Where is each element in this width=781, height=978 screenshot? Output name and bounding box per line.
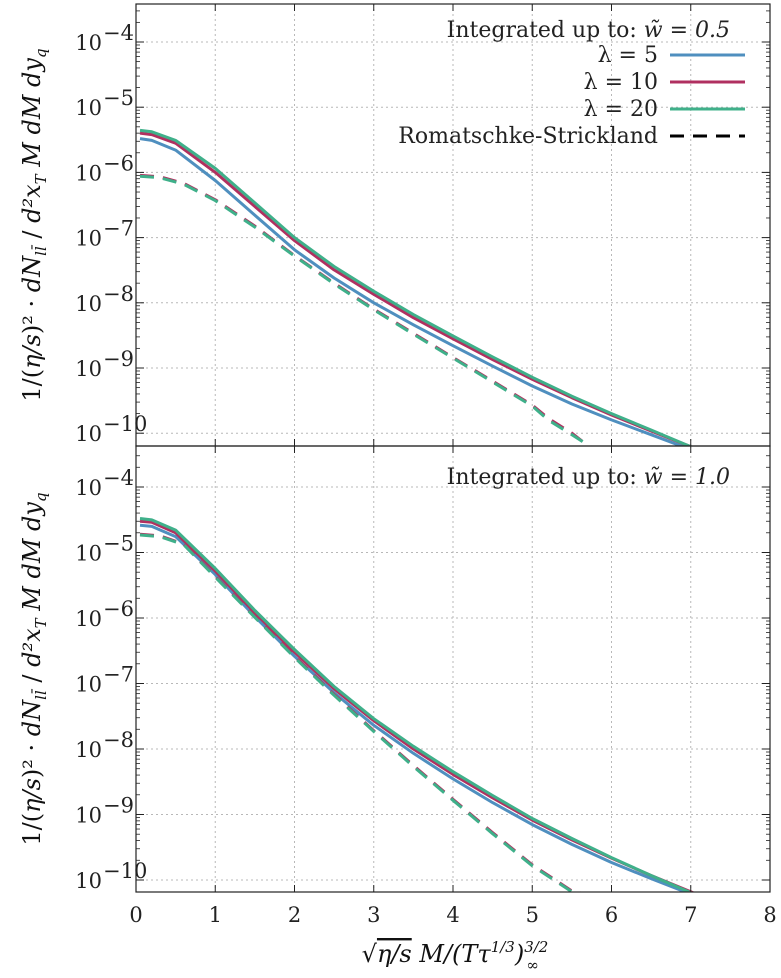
top-grid — [136, 4, 770, 446]
series-line--20 — [139, 517, 693, 892]
y-tick-exponent: −5 — [103, 532, 134, 556]
y-tick-label: 10 — [75, 292, 102, 316]
series-line--20 — [139, 128, 693, 446]
bottom-y-axis-title: 1/(η/s)² · dNll̄ / d²xT M dM dyq — [18, 492, 50, 845]
x-tick-label: 2 — [288, 903, 301, 927]
svg-text:1/(η/s)² · dNll̄ / d²xT M dM d: 1/(η/s)² · dNll̄ / d²xT M dM dyq — [18, 48, 50, 401]
y-tick-label: 10 — [75, 607, 102, 631]
y-tick-exponent: −9 — [103, 347, 134, 371]
legend-label: λ = 10 — [584, 70, 658, 95]
legend-label: λ = 20 — [584, 97, 658, 122]
y-tick-label: 10 — [75, 738, 102, 762]
y-tick-label: 10 — [75, 542, 102, 566]
y-tick-label: 10 — [75, 804, 102, 828]
y-tick-exponent: −8 — [103, 728, 134, 752]
series-line--10 — [139, 131, 693, 446]
x-tick-label: 4 — [446, 903, 459, 927]
y-tick-label: 10 — [75, 422, 102, 446]
y-tick-exponent: −8 — [103, 282, 134, 306]
x-tick-label: 0 — [129, 903, 142, 927]
series-line-dashed-4 — [139, 533, 580, 892]
y-tick-exponent: −6 — [103, 597, 134, 621]
y-tick-exponent: −6 — [103, 151, 134, 175]
y-tick-exponent: −7 — [103, 663, 134, 687]
x-tick-label: 3 — [367, 903, 380, 927]
x-axis-title: √η/s M/(Tτ1/3)3/2 ∞ — [362, 938, 549, 974]
series-line-dashed-5 — [139, 174, 593, 446]
y-tick-label: 10 — [75, 869, 102, 893]
bottom-series-group — [139, 517, 695, 892]
svg-text:1/(η/s)² · dNll̄ / d²xT M dM d: 1/(η/s)² · dNll̄ / d²xT M dM dyq — [18, 492, 50, 845]
x-tick-label: 6 — [605, 903, 618, 927]
y-tick-label: 10 — [75, 31, 102, 55]
y-tick-label: 10 — [75, 476, 102, 500]
y-tick-label: 10 — [75, 161, 102, 185]
y-tick-label: 10 — [75, 96, 102, 120]
series-line-dashed-4 — [139, 173, 591, 446]
y-tick-label: 10 — [75, 357, 102, 381]
y-tick-exponent: −10 — [103, 412, 147, 436]
y-tick-label: 10 — [75, 673, 102, 697]
y-tick-exponent: −9 — [103, 794, 134, 818]
x-tick-label: 8 — [763, 903, 776, 927]
x-tick-label: 7 — [684, 903, 697, 927]
y-tick-exponent: −10 — [103, 859, 147, 883]
top-y-axis-title: 1/(η/s)² · dNll̄ / d²xT M dM dyq — [18, 48, 50, 401]
x-tick-label: 1 — [209, 903, 222, 927]
y-tick-label: 10 — [75, 227, 102, 251]
top-legend-title: Integrated up to: w̃ = 0.5 — [447, 18, 730, 43]
y-tick-exponent: −7 — [103, 217, 134, 241]
y-tick-exponent: −5 — [103, 86, 134, 110]
bottom-legend-title: Integrated up to: w̃ = 1.0 — [447, 465, 730, 490]
series-line--5 — [139, 137, 686, 446]
bottom-grid — [136, 446, 770, 892]
top-series-group — [139, 128, 693, 446]
legend-label: λ = 5 — [598, 43, 658, 68]
legend-label: Romatschke-Strickland — [398, 124, 658, 149]
x-ticks: 0 1 2 3 4 5 6 7 8 — [129, 903, 776, 927]
y-tick-exponent: −4 — [103, 21, 134, 45]
x-tick-label: 5 — [526, 903, 539, 927]
top-legend: Integrated up to: w̃ = 0.5 λ = 5λ = 10λ … — [398, 18, 745, 149]
y-tick-exponent: −4 — [103, 466, 134, 490]
